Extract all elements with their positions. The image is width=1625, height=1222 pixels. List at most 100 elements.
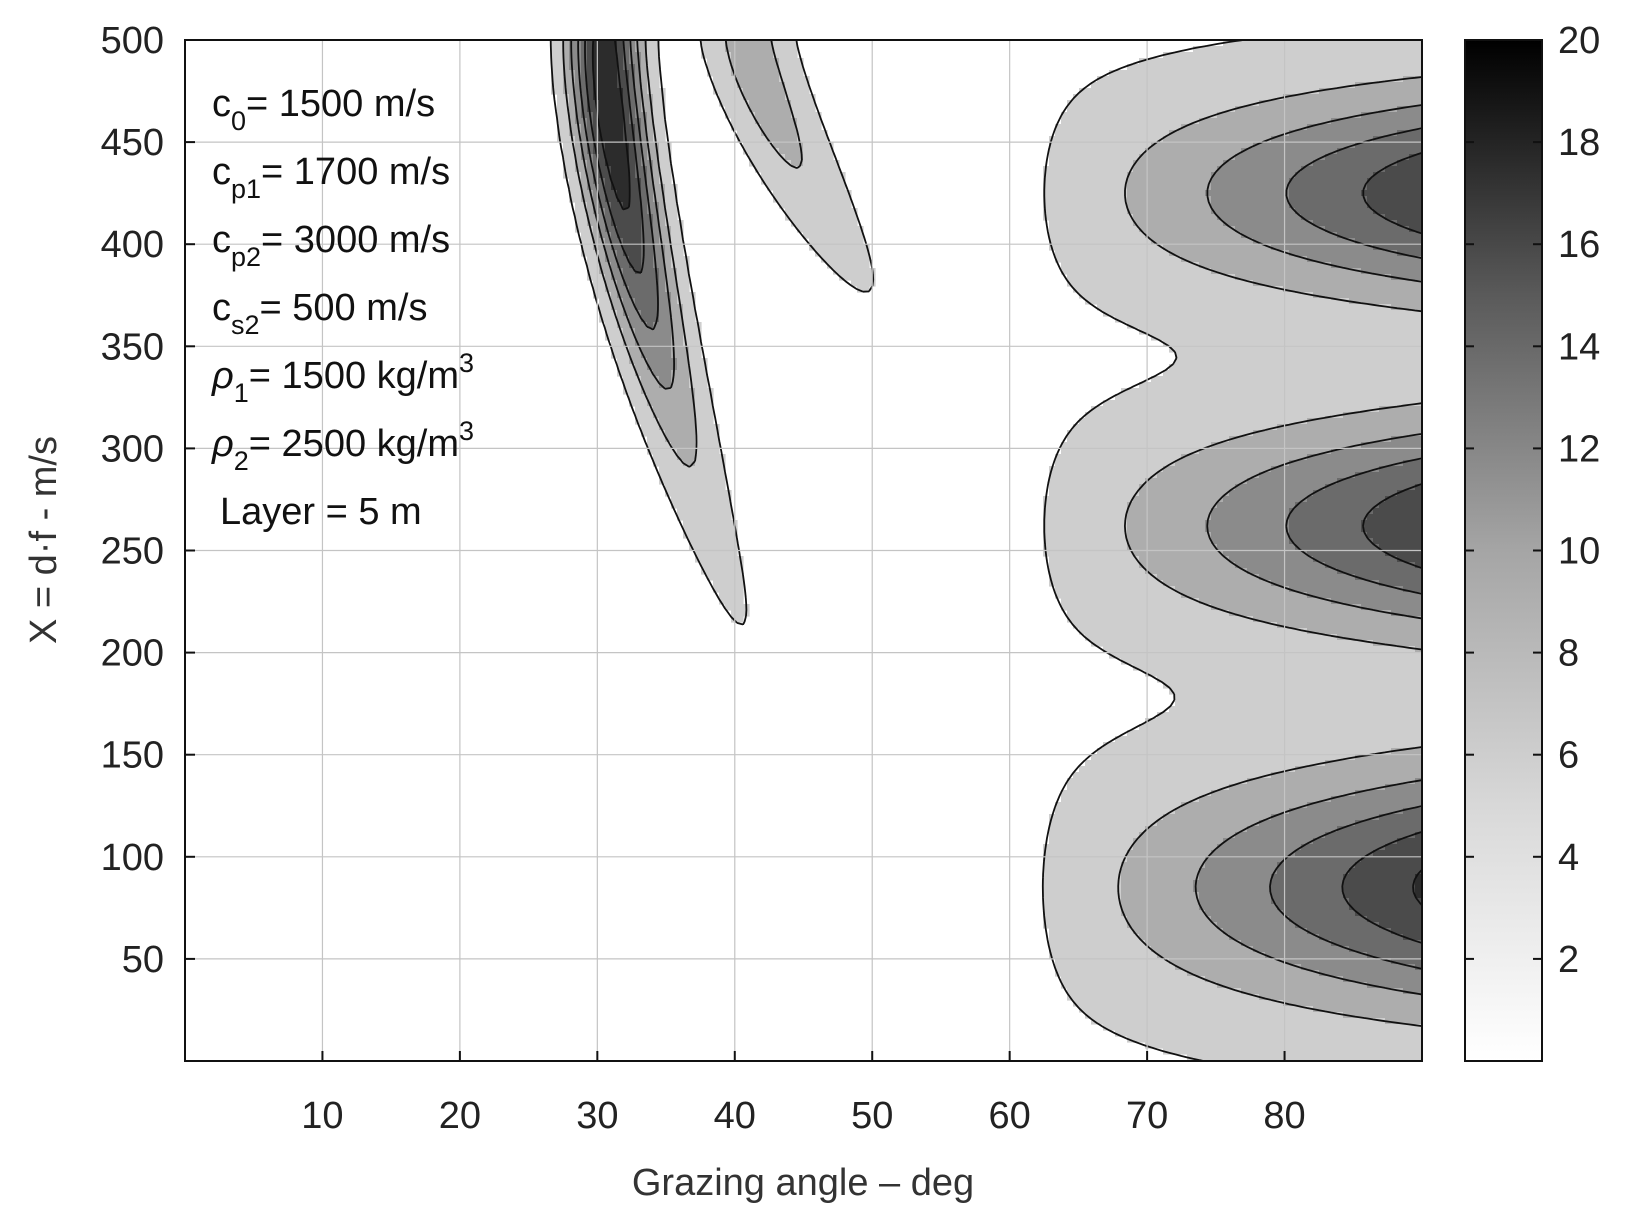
- contour-fill-cell: [1139, 556, 1230, 563]
- contour-fill-cell: [779, 70, 804, 77]
- contour-fill-cell: [581, 58, 588, 65]
- contour-fill-cell: [1133, 550, 1224, 557]
- annotation-subscript: p2: [231, 242, 261, 272]
- contour-fill-cell: [635, 160, 642, 167]
- contour-fill-cell: [635, 136, 642, 143]
- contour-fill-cell: [659, 202, 666, 209]
- contour-fill-cell: [653, 130, 666, 137]
- contour-fill-cell: [1199, 874, 1272, 881]
- contour-fill-cell: [665, 202, 678, 209]
- contour-fill-cell: [1049, 934, 1140, 941]
- contour-fill-cell: [641, 124, 648, 131]
- contour-fill-cell: [659, 142, 672, 149]
- contour-fill-cell: [803, 154, 834, 161]
- contour-fill-cell: [1139, 226, 1236, 233]
- contour-fill-cell: [617, 292, 630, 299]
- contour-fill-cell: [623, 46, 630, 53]
- contour-fill-cell: [1127, 196, 1212, 203]
- contour-fill-cell: [641, 310, 660, 317]
- contour-fill-cell: [569, 40, 582, 47]
- contour-fill-cell: [719, 94, 744, 101]
- y-tick-label: 50: [122, 939, 164, 981]
- contour-fill-cell: [1121, 886, 1194, 893]
- contour-fill-cell: [623, 310, 642, 317]
- contour-fill-cell: [1211, 184, 1290, 191]
- contour-fill-cell: [689, 538, 738, 545]
- contour-fill-cell: [581, 154, 594, 161]
- contour-fill-cell: [671, 238, 684, 245]
- contour-fill-cell: [1091, 640, 1374, 647]
- contour-fill-cell: [1283, 94, 1422, 101]
- contour-fill-cell: [689, 382, 708, 389]
- contour-fill-cell: [611, 268, 624, 275]
- contour-fill-cell: [1049, 928, 1134, 935]
- contour-fill-cell: [593, 280, 606, 287]
- contour-fill-cell: [605, 196, 618, 203]
- contour-fill-cell: [1259, 820, 1356, 827]
- contour-fill-cell: [641, 268, 660, 275]
- annotation-symbol: ρ: [211, 355, 234, 397]
- contour-fill-cell: [587, 184, 600, 191]
- contour-fill-cell: [647, 64, 660, 71]
- contour-fill-cell: [1289, 532, 1368, 539]
- contour-fill-cell: [623, 238, 642, 245]
- contour-fill-cell: [827, 262, 870, 269]
- contour-fill-cell: [1097, 76, 1404, 83]
- contour-fill-cell: [617, 232, 642, 239]
- contour-fill-cell: [611, 232, 618, 239]
- contour-fill-cell: [1271, 466, 1380, 473]
- contour-fill-cell: [617, 256, 630, 263]
- contour-fill-cell: [557, 130, 570, 137]
- contour-fill-cell: [737, 82, 786, 89]
- contour-fill-cell: [1241, 232, 1338, 239]
- contour-fill-cell: [1133, 664, 1422, 671]
- contour-fill-cell: [593, 46, 618, 53]
- contour-fill-cell: [1163, 682, 1422, 689]
- contour-fill-cell: [611, 298, 624, 305]
- annotation-line: cs2= 500 m/s: [212, 287, 427, 340]
- contour-fill-cell: [1391, 928, 1422, 935]
- contour-fill-cell: [1361, 604, 1422, 611]
- contour-fill-cell: [695, 400, 714, 407]
- contour-fill-cell: [1127, 322, 1422, 329]
- contour-fill-cell: [1115, 1030, 1422, 1037]
- contour-fill-cell: [647, 436, 666, 443]
- contour-fill-cell: [611, 172, 630, 179]
- contour-fill-cell: [641, 214, 654, 221]
- contour-fill-cell: [605, 286, 618, 293]
- x-tick-label: 10: [301, 1095, 343, 1137]
- annotation-line: c0= 1500 m/s: [212, 83, 435, 136]
- contour-fill-cell: [1241, 988, 1404, 995]
- contour-fill-cell: [1403, 460, 1422, 467]
- contour-fill-cell: [1073, 622, 1278, 629]
- contour-fill-cell: [551, 70, 564, 77]
- contour-fill-cell: [1217, 982, 1368, 989]
- contour-fill-cell: [647, 118, 654, 125]
- contour-fill-cell: [563, 88, 576, 95]
- contour-fill-cell: [1211, 442, 1362, 449]
- contour-fill-cell: [647, 148, 660, 155]
- contour-fill-cell: [695, 442, 720, 449]
- contour-fill-cell: [593, 232, 600, 239]
- contour-fill-cell: [1349, 946, 1422, 953]
- contour-fill-cell: [1337, 568, 1422, 575]
- contour-fill-cell: [1307, 454, 1422, 461]
- contour-fill-cell: [1043, 856, 1128, 863]
- contour-fill-cell: [1367, 532, 1422, 539]
- contour-fill-cell: [1067, 280, 1254, 287]
- contour-fill-cell: [629, 166, 636, 173]
- contour-fill-cell: [653, 124, 666, 131]
- contour-fill-cell: [677, 364, 690, 371]
- contour-fill-cell: [593, 58, 618, 65]
- contour-fill-cell: [1295, 766, 1422, 773]
- contour-fill-cell: [1163, 136, 1272, 143]
- annotation-text: = 1500 kg/m: [249, 355, 459, 397]
- contour-fill-cell: [575, 226, 594, 233]
- contour-fill-cell: [785, 88, 810, 95]
- contour-fill-cell: [1067, 610, 1230, 617]
- contour-fill-cell: [1253, 946, 1350, 953]
- contour-fill-cell: [1205, 976, 1344, 983]
- contour-fill-cell: [1343, 874, 1416, 881]
- x-tick-label: 60: [989, 1095, 1031, 1137]
